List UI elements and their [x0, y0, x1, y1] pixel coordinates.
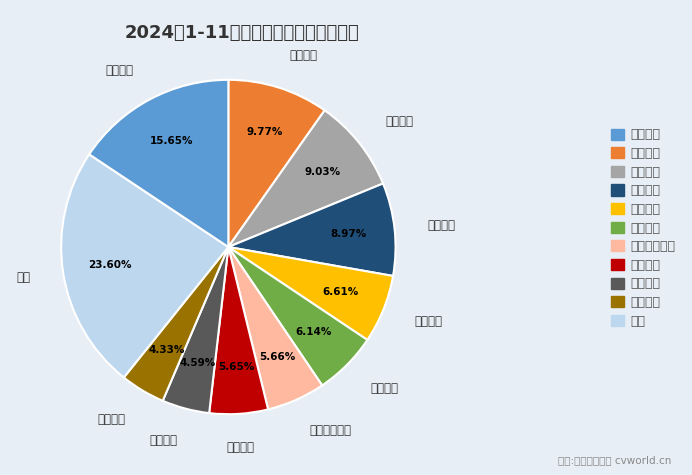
- Text: 9.03%: 9.03%: [304, 167, 340, 177]
- Text: 陕汽集团: 陕汽集团: [98, 413, 125, 426]
- Wedge shape: [163, 247, 228, 413]
- Wedge shape: [228, 247, 367, 385]
- Text: 6.14%: 6.14%: [295, 327, 332, 337]
- Wedge shape: [209, 247, 268, 414]
- Wedge shape: [124, 247, 228, 401]
- Text: 23.60%: 23.60%: [88, 260, 131, 270]
- Text: 江淮汽车: 江淮汽车: [371, 382, 399, 395]
- Text: 长城汽车: 长城汽车: [149, 435, 177, 447]
- Text: 2024年1-11月商用车市场前十企业份额: 2024年1-11月商用车市场前十企业份额: [125, 24, 360, 42]
- Text: 5.66%: 5.66%: [259, 352, 295, 362]
- Text: 东风公司: 东风公司: [289, 49, 317, 62]
- Text: 上汽通用五菱: 上汽通用五菱: [310, 424, 352, 437]
- Wedge shape: [228, 247, 393, 340]
- Wedge shape: [61, 154, 228, 378]
- Wedge shape: [89, 80, 228, 247]
- Legend: 福田汽车, 东风公司, 重庆长安, 中国重汽, 一汽解放, 江淮汽车, 上汽通用五菱, 江铃汽车, 长城汽车, 陕汽集团, 其他: 福田汽车, 东风公司, 重庆长安, 中国重汽, 一汽解放, 江淮汽车, 上汽通用…: [608, 124, 679, 332]
- Text: 8.97%: 8.97%: [330, 229, 366, 239]
- Text: 重庆长安: 重庆长安: [385, 115, 413, 128]
- Text: 一汽解放: 一汽解放: [415, 315, 443, 328]
- Text: 15.65%: 15.65%: [149, 136, 193, 146]
- Wedge shape: [228, 247, 322, 409]
- Text: 5.65%: 5.65%: [218, 362, 254, 372]
- Text: 其他: 其他: [16, 271, 30, 284]
- Text: 制图:第一商用车网 cvworld.cn: 制图:第一商用车网 cvworld.cn: [558, 456, 671, 466]
- Text: 江铃汽车: 江铃汽车: [227, 441, 255, 454]
- Wedge shape: [228, 110, 383, 247]
- Text: 9.77%: 9.77%: [246, 127, 283, 137]
- Text: 4.33%: 4.33%: [148, 345, 185, 355]
- Text: 4.59%: 4.59%: [179, 358, 216, 369]
- Text: 福田汽车: 福田汽车: [106, 64, 134, 76]
- Wedge shape: [228, 80, 325, 247]
- Text: 中国重汽: 中国重汽: [428, 219, 456, 232]
- Text: 6.61%: 6.61%: [322, 287, 358, 297]
- Wedge shape: [228, 183, 396, 276]
